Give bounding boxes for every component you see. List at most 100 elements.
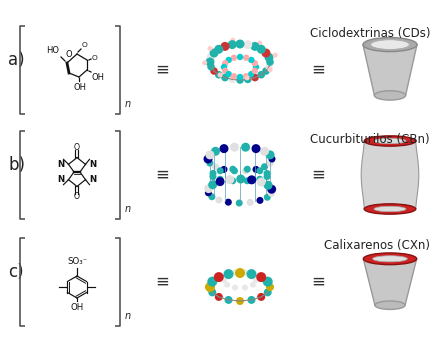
Circle shape: [228, 76, 236, 83]
Circle shape: [205, 189, 212, 196]
Text: HO: HO: [46, 46, 59, 55]
Text: O: O: [74, 143, 80, 152]
Circle shape: [206, 57, 215, 66]
Circle shape: [224, 282, 230, 288]
Circle shape: [245, 75, 250, 80]
Circle shape: [209, 170, 216, 177]
Text: ≡: ≡: [155, 273, 169, 291]
Polygon shape: [361, 141, 419, 209]
Circle shape: [215, 196, 222, 203]
Circle shape: [247, 199, 254, 206]
Text: b): b): [8, 156, 25, 174]
Circle shape: [221, 74, 229, 82]
Circle shape: [224, 272, 230, 278]
Circle shape: [251, 42, 259, 51]
Text: N: N: [89, 175, 97, 184]
Circle shape: [217, 167, 224, 174]
Circle shape: [257, 177, 266, 187]
Circle shape: [264, 170, 270, 177]
Circle shape: [214, 45, 223, 54]
Ellipse shape: [375, 91, 405, 100]
Circle shape: [236, 40, 245, 49]
Circle shape: [256, 272, 266, 282]
Text: Cucurbiturilos (CBn): Cucurbiturilos (CBn): [310, 133, 430, 146]
Circle shape: [209, 49, 218, 57]
Text: SO₃⁻: SO₃⁻: [67, 257, 87, 266]
Circle shape: [215, 177, 224, 186]
Circle shape: [268, 155, 276, 162]
Circle shape: [243, 55, 249, 61]
Circle shape: [257, 293, 265, 301]
Ellipse shape: [364, 204, 416, 214]
Circle shape: [225, 71, 232, 77]
Text: ≡: ≡: [155, 61, 169, 79]
Circle shape: [246, 269, 256, 279]
Circle shape: [266, 283, 274, 291]
Circle shape: [221, 64, 227, 70]
Circle shape: [230, 55, 237, 61]
Circle shape: [208, 288, 216, 296]
Circle shape: [206, 160, 213, 167]
Circle shape: [230, 73, 237, 79]
Circle shape: [207, 276, 217, 287]
Circle shape: [221, 42, 230, 51]
Circle shape: [205, 282, 215, 292]
Circle shape: [273, 53, 278, 58]
Circle shape: [221, 277, 227, 283]
Circle shape: [204, 184, 213, 193]
Circle shape: [253, 64, 259, 70]
Circle shape: [210, 67, 218, 75]
Circle shape: [244, 166, 251, 173]
Circle shape: [222, 68, 228, 74]
Circle shape: [232, 285, 238, 290]
Circle shape: [236, 297, 244, 305]
Circle shape: [256, 197, 264, 204]
Circle shape: [208, 46, 212, 51]
Circle shape: [244, 177, 251, 184]
Circle shape: [257, 45, 266, 54]
Ellipse shape: [373, 256, 407, 262]
Circle shape: [248, 296, 255, 304]
Circle shape: [267, 67, 273, 72]
Circle shape: [252, 60, 258, 66]
Text: OH: OH: [71, 303, 83, 312]
Circle shape: [236, 76, 244, 84]
Circle shape: [265, 63, 273, 70]
Circle shape: [267, 185, 276, 194]
Ellipse shape: [374, 138, 406, 144]
Circle shape: [232, 270, 238, 275]
Circle shape: [241, 143, 250, 152]
Circle shape: [212, 163, 219, 170]
Circle shape: [228, 40, 237, 49]
Text: O: O: [74, 192, 80, 201]
Circle shape: [211, 147, 220, 156]
Text: c): c): [8, 263, 24, 281]
Circle shape: [253, 277, 259, 283]
Circle shape: [225, 175, 234, 184]
Circle shape: [250, 282, 256, 288]
Circle shape: [224, 269, 233, 279]
Ellipse shape: [375, 301, 405, 309]
Circle shape: [231, 167, 238, 174]
Circle shape: [261, 49, 270, 57]
Text: O: O: [82, 42, 88, 48]
Text: ≡: ≡: [311, 61, 325, 79]
Circle shape: [250, 272, 256, 278]
Circle shape: [256, 167, 263, 174]
Circle shape: [252, 166, 259, 173]
Text: ≡: ≡: [311, 166, 325, 184]
Circle shape: [268, 190, 275, 197]
Circle shape: [242, 285, 248, 290]
Text: ≡: ≡: [155, 166, 169, 184]
Circle shape: [230, 143, 239, 152]
Circle shape: [230, 38, 235, 43]
Circle shape: [252, 68, 258, 74]
Circle shape: [225, 199, 232, 206]
Text: n: n: [125, 311, 131, 321]
Circle shape: [266, 58, 274, 66]
Text: Calixarenos (CXn): Calixarenos (CXn): [324, 239, 430, 252]
Text: N: N: [57, 175, 64, 184]
Circle shape: [264, 53, 273, 62]
Polygon shape: [363, 259, 417, 305]
Text: O: O: [66, 50, 72, 59]
